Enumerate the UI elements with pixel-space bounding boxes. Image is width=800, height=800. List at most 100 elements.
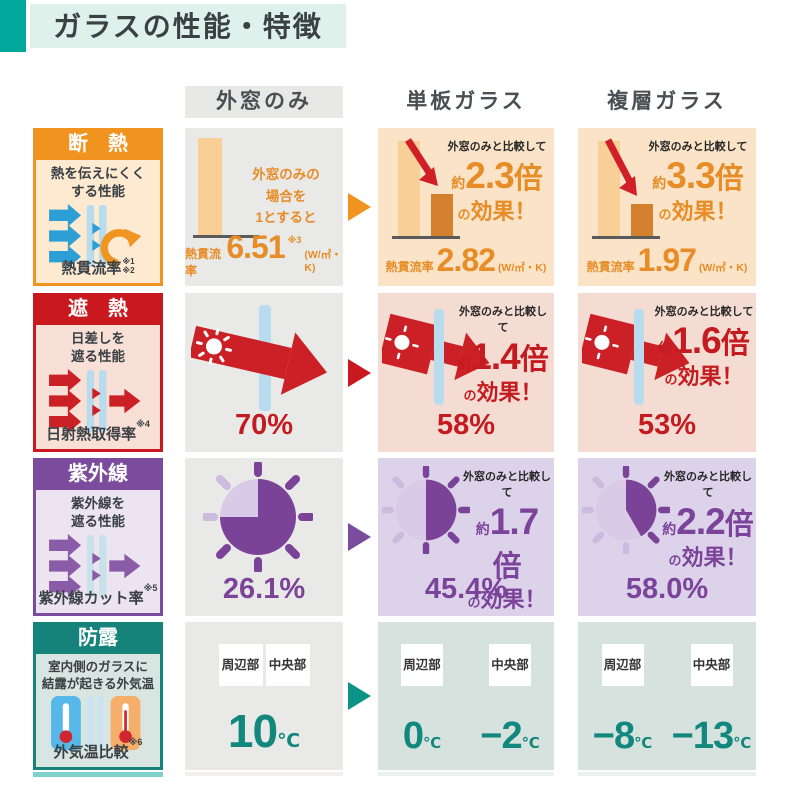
temp-unit: ℃ (277, 731, 301, 752)
insulation-metric-label: 熱貫流率 ※1 ※2 (36, 257, 160, 278)
row-insulation: 断 熱 熱を伝えにくく する性能 (0, 128, 800, 286)
axis-line (193, 235, 259, 238)
uv-cut-double-value: 58.0% (625, 573, 709, 605)
approx: 約 (457, 356, 472, 372)
compare-caption: 外窓のみと比較して (459, 306, 547, 334)
bar-base (198, 138, 222, 235)
row-label-insulation: 断 熱 熱を伝えにくく する性能 (33, 128, 163, 286)
center-tag: 中央部 (489, 644, 531, 686)
axis-line (392, 236, 460, 239)
uv-metric-label: 紫外線カット率※5 (36, 583, 160, 608)
note-6: ※6 (128, 737, 143, 747)
next-row-hint-label (33, 772, 163, 777)
effect-no: の (658, 207, 672, 222)
bar-improved (631, 204, 653, 236)
shading-metric-label: 日射熱取得率※4 (36, 419, 160, 444)
column-header-single: 単板ガラス (406, 90, 526, 113)
center-column: 中央部 −2℃ (466, 622, 554, 770)
compare-block: 外窓のみと比較して 約1.6倍 の効果！ (654, 303, 754, 391)
u-value-note: ※3 (287, 235, 302, 245)
u-value-number: 6.51 (226, 229, 285, 265)
uv-sun-pie-icon (582, 466, 670, 554)
insulation-desc-line2: する性能 (71, 184, 125, 200)
temp-value: −2 (480, 715, 522, 757)
base-caption-line1: 外窓のみの (252, 167, 320, 182)
thermometers-icon (36, 695, 160, 752)
shading-desc-line1: 日差しを (71, 331, 125, 346)
row-title-shading: 遮 熱 (33, 293, 163, 325)
u-value-unit: (W/㎡・K) (698, 262, 748, 274)
u-value-number: 2.82 (436, 242, 496, 278)
u-value-single: 熱貫流率 2.82 (W/㎡・K) (378, 242, 554, 279)
base-caption-line2: 場合を (265, 188, 307, 204)
metric-text: 日射熱取得率 (46, 426, 137, 443)
row-label-body: 紫外線を 遮る性能 紫外線カット率※ (33, 490, 163, 616)
cell-uv-double: 外窓のみと比較して 約2.2倍 の効果！ 58.0% (578, 458, 756, 616)
edge-tag: 周辺部 (601, 644, 644, 686)
cell-shading-double: 外窓のみと比較して 約1.6倍 の効果！ 53% (578, 293, 756, 452)
temp-edge: 0℃ (378, 715, 466, 758)
approx: 約 (652, 175, 667, 191)
metric-text: 熱貫流率 (61, 260, 122, 277)
sun-arrow-icon (191, 305, 328, 411)
temp-value: −13 (671, 715, 734, 757)
uv-block-icon (36, 534, 160, 599)
flow-arrow-icon (348, 193, 371, 221)
approx: 約 (475, 521, 490, 537)
cell-shading-single: 外窓のみと比較して 約1.4倍 の効果！ 58% (378, 293, 554, 452)
edge-tag: 周辺部 (218, 644, 263, 686)
cell-condensation-double: 周辺部 −8℃ 中央部 −13℃ (578, 622, 756, 770)
row-title-uv: 紫外線 (33, 458, 163, 490)
cell-condensation-base: 周辺部 中央部 10℃ (185, 622, 343, 770)
effect-no: の (457, 207, 471, 222)
compare-block: 外窓のみと比較して 約1.4倍 の効果！ (454, 303, 552, 407)
uv-sun-pie-icon (203, 462, 313, 572)
effect: 効果！ (470, 199, 537, 224)
condensation-desc-line1: 室内側のガラスに (48, 660, 148, 674)
factor: 1.6 (672, 320, 721, 361)
condensation-desc-line2: 結露が起きる外気温 (41, 676, 155, 691)
approx: 約 (658, 340, 673, 356)
effect-no: の (664, 372, 678, 387)
uv-desc-line2: 遮る性能 (71, 514, 125, 530)
insulation-desc-line1: 熱を伝えにくく (50, 166, 146, 181)
title-accent-square (0, 0, 26, 52)
factor: 1.4 (471, 336, 520, 377)
row-label-body: 室内側のガラスに 結露が起きる外気温 (33, 654, 163, 770)
cell-insulation-double: 外窓のみと比較して 約3.3倍 の効果！ 熱貫流率 1.97 (W/㎡・K) (578, 128, 756, 286)
metric-text: 紫外線カット率 (38, 590, 144, 607)
column-header-double: 複層ガラス (607, 90, 727, 113)
note-4: ※4 (136, 419, 150, 429)
factor: 2.3 (465, 155, 514, 196)
approx: 約 (451, 175, 466, 191)
factor: 3.3 (666, 155, 715, 196)
approx: 約 (662, 521, 677, 537)
metric-text: 外気温比較 (53, 744, 129, 761)
effect: 効果！ (476, 380, 543, 405)
u-value-label: 熱貫流率 (385, 260, 434, 274)
shading-desc-line2: 遮る性能 (71, 349, 125, 365)
cell-uv-single: 外窓のみと比較して 約1.7 倍 の効果！ 45.4% (378, 458, 554, 616)
compare-block: 外窓のみと比較して 約2.2倍 の効果！ (662, 468, 754, 572)
u-value-base: 熱貫流率 6.51 ※3 (W/㎡・K) (185, 229, 343, 279)
u-value-unit: (W/㎡・K) (304, 249, 342, 274)
temp-base: 10℃ (185, 704, 343, 758)
sun-arrow-icon (582, 309, 690, 405)
flow-arrow-icon (348, 682, 371, 710)
edge-tag: 周辺部 (401, 644, 443, 686)
temp-edge: −8℃ (578, 715, 667, 758)
sun-arrow-icon (382, 309, 490, 405)
temp-center: −13℃ (667, 715, 756, 758)
heat-insulation-icon (36, 204, 160, 269)
row-label-uv: 紫外線 紫外線を 遮る性能 (33, 458, 163, 616)
temp-value: 10 (227, 705, 278, 757)
row-label-shading: 遮 熱 日差しを 遮る性能 (33, 293, 163, 452)
effect: 効果！ (480, 587, 547, 612)
row-shading: 遮 熱 日差しを 遮る性能 (0, 293, 800, 452)
u-value-double: 熱貫流率 1.97 (W/㎡・K) (578, 242, 756, 279)
shgc-base-value: 70% (234, 409, 294, 441)
times: 倍 (492, 551, 522, 583)
compare-block: 外窓のみと比較して 約3.3倍 の効果！ (642, 138, 754, 226)
row-label-body: 日差しを 遮る性能 日射熱取得率※4 (33, 325, 163, 452)
